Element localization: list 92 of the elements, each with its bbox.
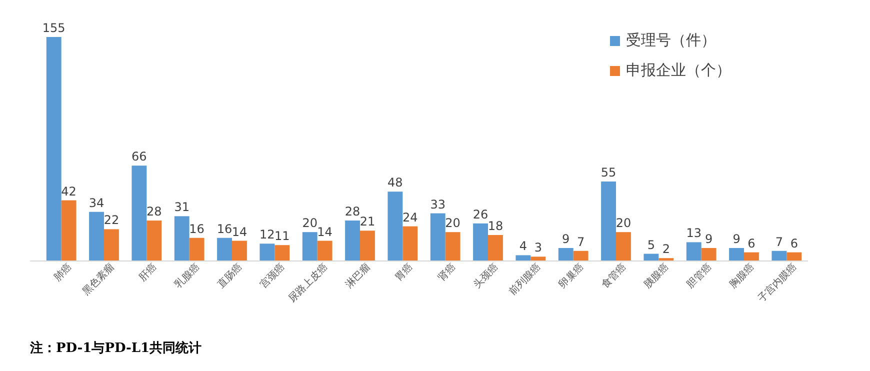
bar [402, 226, 418, 261]
bar [530, 256, 546, 261]
bar [146, 220, 162, 261]
data-label: 4 [519, 239, 528, 254]
bar [132, 166, 147, 261]
data-label: 18 [488, 218, 504, 233]
data-label: 31 [174, 200, 190, 214]
data-label: 21 [360, 214, 376, 229]
data-label: 20 [616, 216, 632, 230]
data-label: 28 [146, 204, 162, 219]
bar [345, 220, 360, 261]
x-tick-label: 黑色素瘤 [80, 261, 117, 298]
x-tick-label: 肝癌 [136, 261, 160, 284]
bar [274, 245, 290, 261]
legend-label: 申报企业（个） [626, 61, 731, 79]
x-tick-label: 肺癌 [51, 261, 74, 284]
bar [104, 229, 119, 261]
data-label: 6 [790, 236, 798, 250]
bar [360, 230, 375, 261]
data-label: 20 [445, 216, 460, 230]
data-label: 13 [686, 226, 702, 240]
bar [388, 192, 403, 261]
data-label: 24 [402, 210, 418, 224]
bar [473, 223, 488, 261]
bar [232, 240, 247, 261]
x-tick-label: 胸腺癌 [727, 261, 757, 291]
data-label: 9 [562, 232, 570, 246]
x-tick-label: 前列腺癌 [506, 261, 544, 298]
data-label: 48 [388, 176, 403, 190]
bar [616, 232, 631, 261]
data-label: 6 [748, 236, 756, 250]
data-label: 33 [430, 197, 446, 212]
data-label: 155 [42, 21, 66, 35]
text: 注：PD-1与PD-L1共同统计 [29, 340, 202, 356]
data-label: 3 [534, 240, 542, 255]
data-label: 66 [132, 150, 147, 164]
bar [46, 37, 62, 261]
bar [61, 200, 76, 261]
data-label: 5 [647, 238, 656, 252]
x-tick-label: 宫颈癌 [258, 261, 288, 291]
x-tick-label: 胰腺癌 [642, 261, 672, 291]
data-label: 7 [576, 234, 585, 249]
data-label: 9 [732, 232, 740, 246]
data-label: 12 [260, 228, 275, 242]
bar [174, 216, 190, 261]
data-label: 11 [274, 229, 290, 244]
data-label: 2 [662, 242, 670, 256]
bar [701, 248, 716, 261]
bar [516, 255, 531, 261]
x-tick-label: 肾癌 [435, 261, 458, 284]
bar [644, 254, 659, 261]
x-tick-label: 子宫内膜癌 [756, 261, 800, 305]
x-tick-label: 头颈癌 [471, 261, 501, 291]
data-label: 55 [600, 166, 616, 180]
bar [558, 248, 574, 261]
bar [686, 242, 702, 261]
data-label: 28 [344, 204, 360, 219]
x-tick-label: 卵巢癌 [556, 261, 586, 291]
data-label: 16 [189, 222, 204, 236]
bar [260, 244, 275, 261]
x-tick-label: 胃癌 [392, 261, 416, 284]
data-label: 16 [216, 222, 232, 236]
x-tick-label: 尿路上皮癌 [286, 261, 330, 305]
x-tick-label: 乳腺癌 [172, 261, 202, 291]
data-label: 14 [232, 224, 248, 239]
data-label: 20 [302, 216, 318, 230]
bar [786, 252, 802, 261]
data-label: 34 [88, 196, 104, 210]
bar [317, 240, 332, 261]
bar [189, 238, 204, 261]
bar [573, 250, 588, 261]
data-label: 14 [317, 224, 332, 239]
bar [601, 182, 616, 261]
data-label: 42 [61, 184, 76, 198]
data-label: 22 [104, 213, 120, 228]
x-tick-label: 淋巴瘤 [343, 261, 373, 291]
bar [744, 252, 759, 261]
x-tick-label: 直肠癌 [215, 261, 245, 291]
data-label: 7 [775, 234, 784, 249]
bar [729, 248, 744, 261]
legend-label: 受理号（件） [626, 31, 716, 49]
bar [302, 232, 318, 261]
bar [772, 250, 787, 261]
bar [445, 232, 460, 261]
x-tick-label: 食管癌 [599, 261, 629, 291]
data-label: 26 [472, 207, 488, 222]
bar [488, 234, 503, 261]
bar [430, 213, 446, 261]
bar [89, 212, 104, 261]
x-tick-label: 胆管癌 [684, 261, 714, 291]
bar [217, 238, 232, 261]
data-label: 9 [704, 232, 713, 246]
